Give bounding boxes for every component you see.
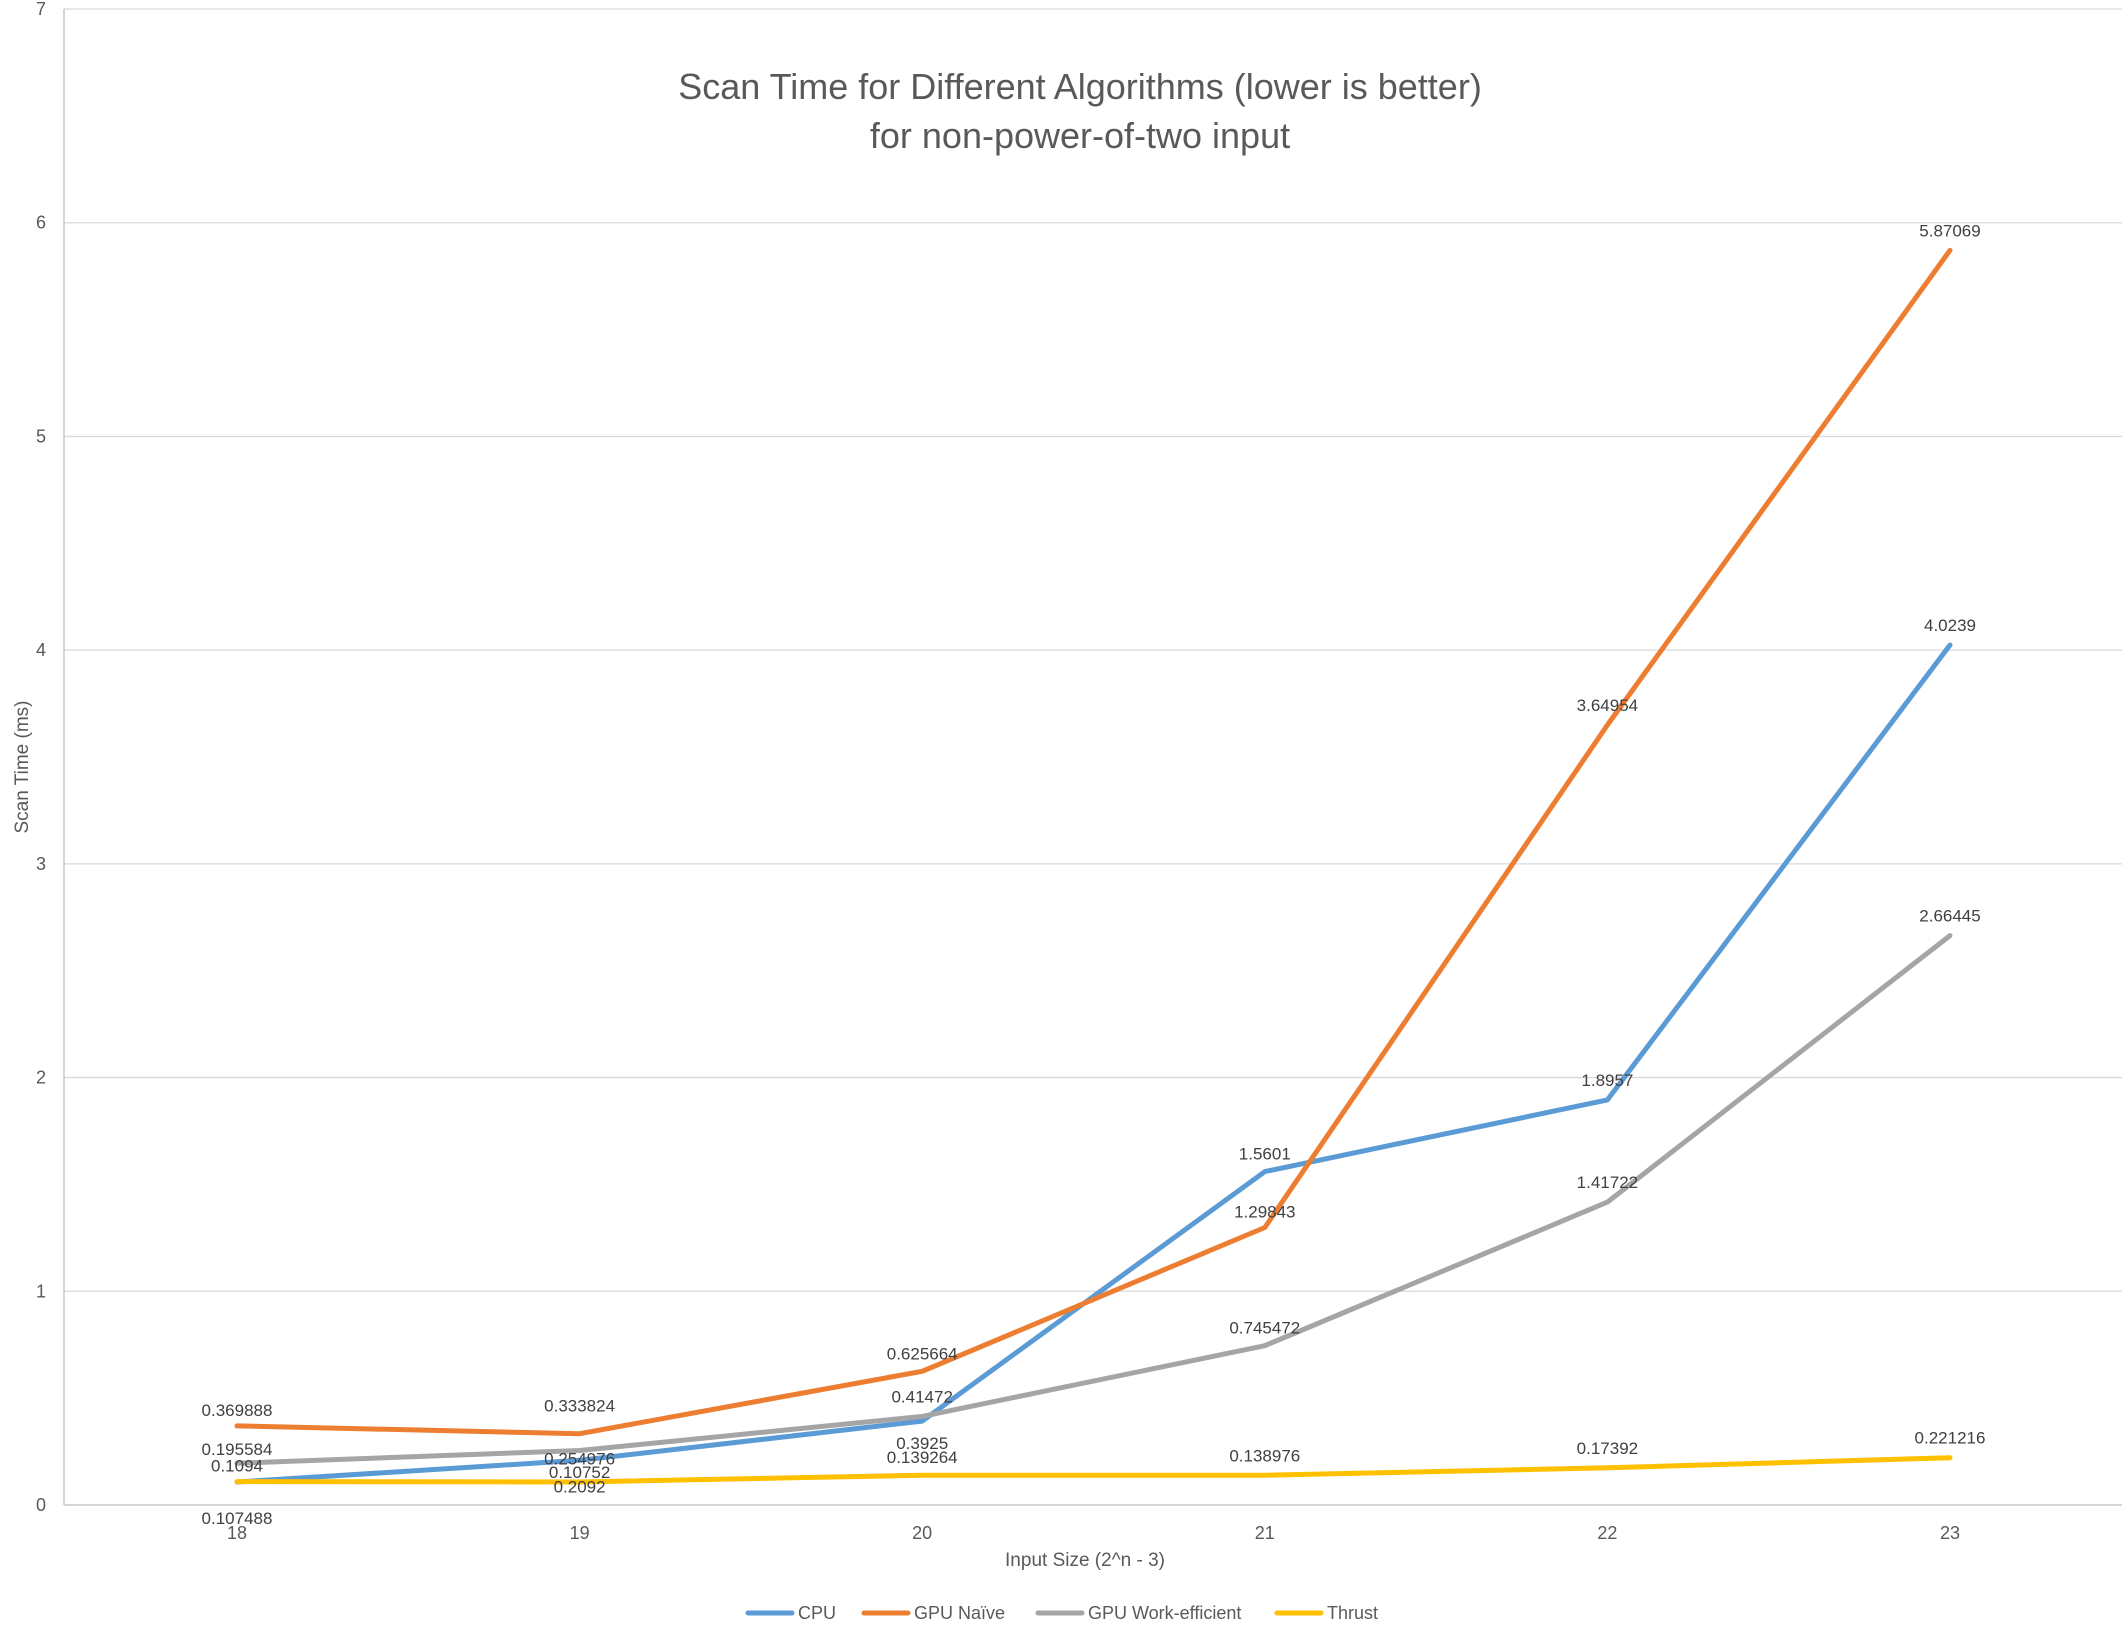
- y-tick-label: 2: [36, 1068, 46, 1088]
- data-label: 0.1094: [211, 1457, 263, 1476]
- series-line-cpu: [234, 642, 1953, 1485]
- data-label: 0.195584: [202, 1440, 273, 1459]
- data-label: 0.369888: [202, 1401, 273, 1420]
- data-label: 0.333824: [544, 1397, 615, 1416]
- legend-label: CPU: [798, 1603, 836, 1623]
- legend-label: Thrust: [1327, 1603, 1378, 1623]
- data-label: 0.745472: [1229, 1319, 1300, 1338]
- data-labels: 0.107488 0.2092 0.3925 1.5601 1.8957 4.0239 0.…: [202, 221, 1986, 1528]
- data-label: 0.41472: [891, 1387, 952, 1406]
- x-tick-label: 19: [570, 1523, 590, 1543]
- data-label: 0.10752: [549, 1463, 610, 1482]
- y-tick-label: 6: [36, 213, 46, 233]
- series-line-thrust: [234, 1455, 1953, 1485]
- data-label: 3.64954: [1577, 696, 1638, 715]
- legend: CPU GPU Naïve GPU Work-efficient Thrust: [745, 1603, 1378, 1623]
- data-label: 0.625664: [887, 1344, 958, 1363]
- x-tick-label: 20: [912, 1523, 932, 1543]
- chart-title-group: Scan Time for Different Algorithms (lowe…: [678, 66, 1482, 156]
- x-tick-label: 18: [227, 1523, 247, 1543]
- y-axis-title: Scan Time (ms): [12, 700, 33, 833]
- gridlines: [64, 8, 2122, 1506]
- data-label: 5.87069: [1919, 221, 1980, 240]
- data-label: 1.41722: [1577, 1173, 1638, 1192]
- data-label: 0.107488: [202, 1509, 273, 1528]
- data-label: 0.254976: [544, 1450, 615, 1469]
- data-label: 1.8957: [1581, 1071, 1633, 1090]
- x-tick-label: 22: [1597, 1523, 1617, 1543]
- x-tick-label: 21: [1255, 1523, 1275, 1543]
- series-line-gpu-na-ve: [234, 247, 1953, 1437]
- data-label: 1.5601: [1239, 1145, 1291, 1164]
- y-tick-label: 5: [36, 426, 46, 446]
- y-tick-label: 4: [36, 640, 46, 660]
- data-label: 1.29843: [1234, 1203, 1295, 1222]
- legend-label: GPU Work-efficient: [1088, 1603, 1241, 1623]
- data-label: 4.0239: [1924, 616, 1976, 635]
- data-label: 0.139264: [887, 1448, 958, 1467]
- y-tick-label: 3: [36, 854, 46, 874]
- legend-label: GPU Naïve: [914, 1603, 1005, 1623]
- data-label: 0.221216: [1915, 1429, 1986, 1448]
- y-tick-label: 7: [36, 0, 46, 19]
- y-tick-label: 0: [36, 1495, 46, 1515]
- series-line-gpu-work-efficient: [234, 933, 1953, 1466]
- chart-title: Scan Time for Different Algorithms (lowe…: [678, 66, 1482, 107]
- data-label: 0.3925: [896, 1434, 948, 1453]
- x-tick-label: 23: [1940, 1523, 1960, 1543]
- data-label: 0.17392: [1577, 1439, 1638, 1458]
- series-lines: [234, 247, 1953, 1485]
- data-label: 0.2092: [554, 1477, 606, 1496]
- y-tick-label: 1: [36, 1281, 46, 1301]
- chart-subtitle: for non-power-of-two input: [870, 115, 1290, 156]
- x-axis-title: Input Size (2^n - 3): [1005, 1550, 1165, 1571]
- data-label: 2.66445: [1919, 907, 1980, 926]
- data-label: 0.138976: [1229, 1446, 1300, 1465]
